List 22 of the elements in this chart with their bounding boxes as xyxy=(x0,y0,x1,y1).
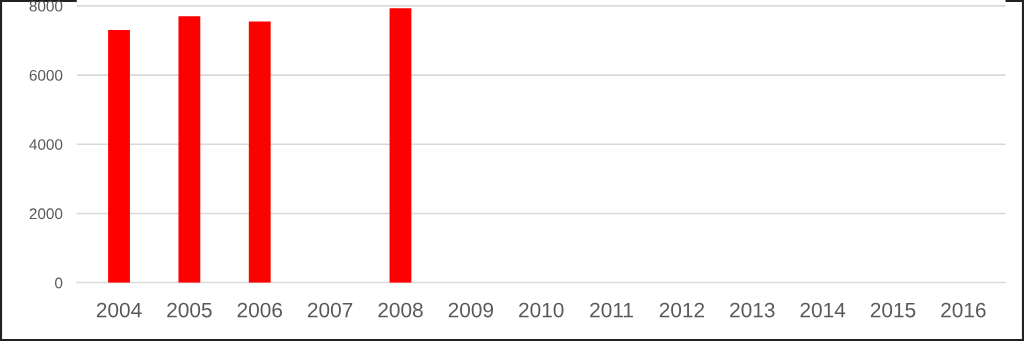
x-tick-label: 2008 xyxy=(378,302,423,318)
x-tick-label: 2013 xyxy=(730,302,775,318)
bar xyxy=(178,16,201,283)
x-tick-label: 2015 xyxy=(870,302,916,318)
x-tick-label: 2007 xyxy=(307,302,353,318)
x-tick-label: 2014 xyxy=(800,302,846,318)
x-tick-label: 2004 xyxy=(96,302,142,318)
y-tick-label: 4000 xyxy=(29,139,63,150)
x-tick-label: 2005 xyxy=(167,302,212,318)
bar xyxy=(248,21,271,283)
x-tick-label: 2006 xyxy=(237,302,282,318)
x-tick-label: 2009 xyxy=(448,302,494,318)
x-tick-label: 2011 xyxy=(590,302,633,318)
bar xyxy=(108,30,130,283)
y-tick-label: 2000 xyxy=(29,208,63,220)
bar xyxy=(389,8,412,283)
x-tick-label: 2016 xyxy=(941,302,986,318)
y-tick-label: 6000 xyxy=(29,69,63,81)
y-tick-label: 0 xyxy=(55,277,63,289)
x-tick-label: 2010 xyxy=(519,302,564,318)
x-tick-label: 2012 xyxy=(659,302,705,318)
y-tick-label: 8000 xyxy=(29,0,63,12)
